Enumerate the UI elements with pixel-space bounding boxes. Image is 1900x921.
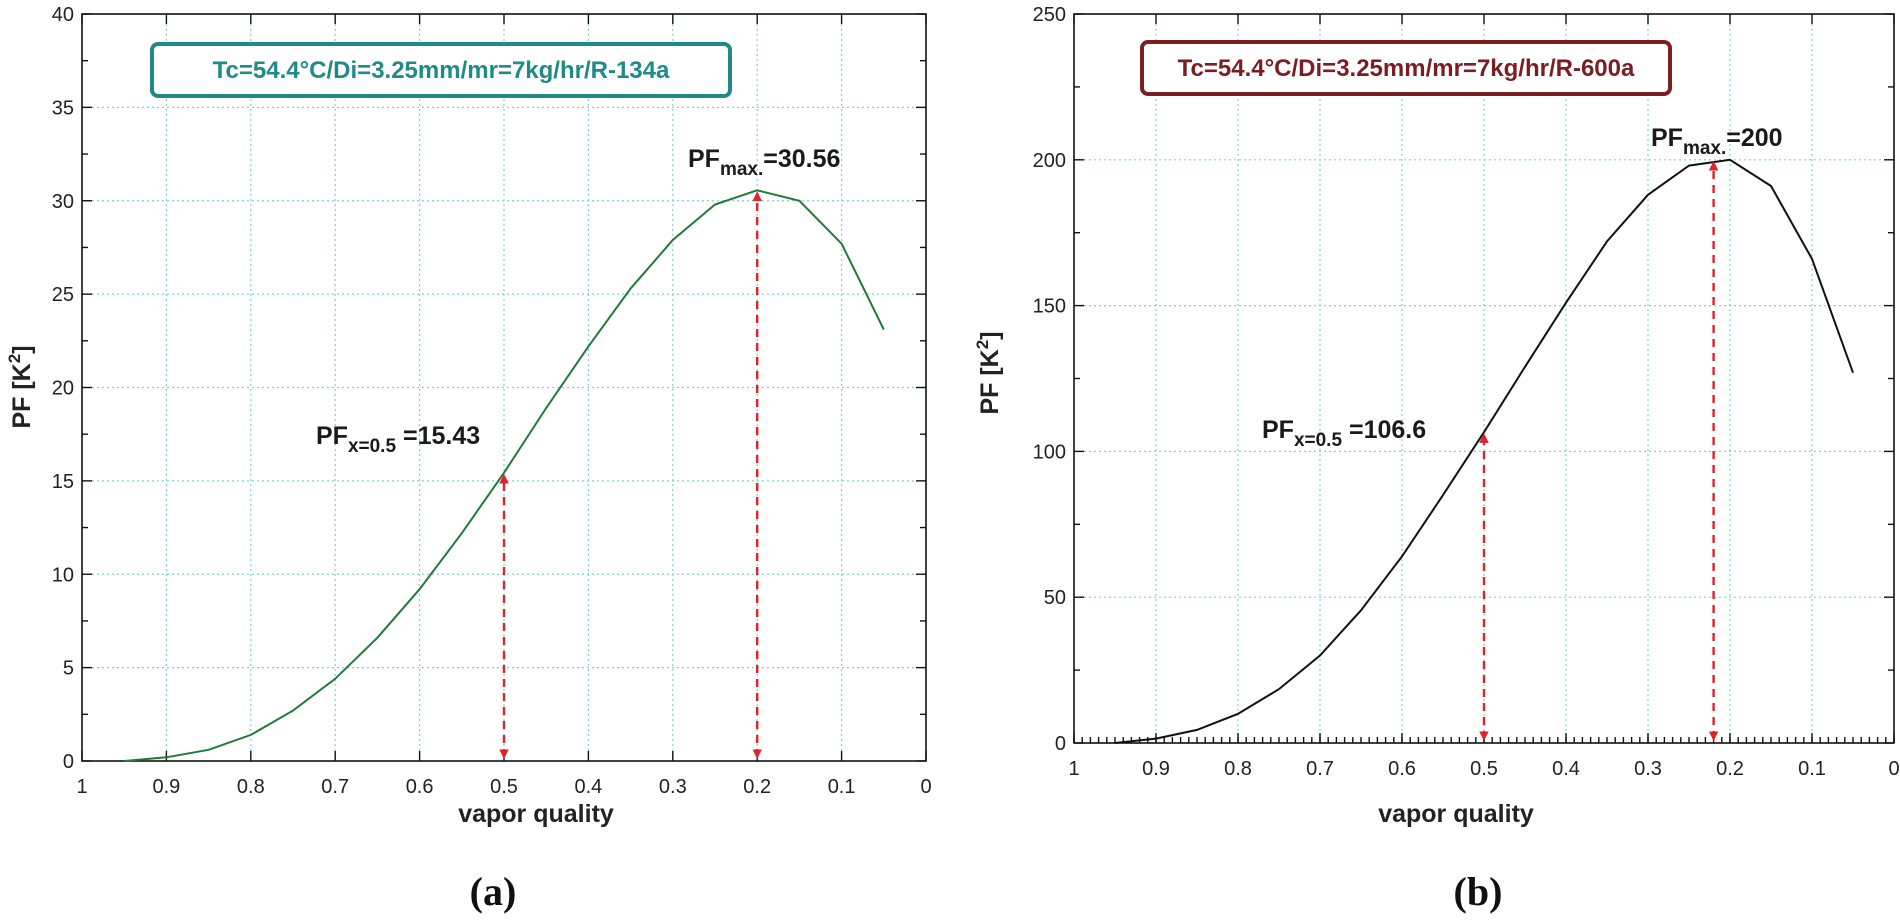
y-tick-label: 250	[1033, 4, 1066, 26]
annotation-prefix: PF	[1262, 416, 1294, 444]
x-tick-label: 0.7	[321, 776, 349, 798]
annotation-pf-half: PFx=0.5 =15.43	[316, 422, 480, 457]
y-tick-label: 0	[63, 751, 74, 773]
y-tick-label: 5	[63, 658, 74, 680]
x-tick-label: 0.7	[1306, 758, 1334, 780]
annotation-subscript: x=0.5	[348, 436, 397, 457]
y-axis-label-main: PF [K	[8, 363, 36, 428]
x-tick-label: 0.6	[406, 776, 434, 798]
x-tick-label: 0.2	[743, 776, 771, 798]
x-tick-label: 0.9	[152, 776, 180, 798]
y-tick-label: 25	[52, 284, 74, 306]
y-tick-label: 40	[52, 4, 74, 26]
annotation-pf-half: PFx=0.5 =106.6	[1262, 416, 1426, 451]
y-tick-label: 0	[1055, 733, 1066, 755]
annotation-subscript: max.	[1683, 138, 1726, 159]
title-box-b	[1140, 40, 1672, 96]
panel-label-a: (a)	[470, 869, 517, 914]
x-tick-label: 1	[76, 776, 87, 798]
x-tick-label: 0.8	[237, 776, 265, 798]
x-tick-label: 0.4	[574, 776, 602, 798]
y-tick-label: 35	[52, 97, 74, 119]
x-tick-label: 0	[1888, 758, 1899, 780]
x-tick-label: 0.5	[1470, 758, 1498, 780]
x-axis-label: vapor quality	[1378, 800, 1534, 828]
y-tick-label: 200	[1033, 150, 1066, 172]
x-tick-label: 0.1	[828, 776, 856, 798]
y-tick-label: 50	[1044, 587, 1066, 609]
grid-lines-a	[82, 14, 926, 761]
y-axis-label-sup: 2	[973, 340, 992, 349]
y-tick-label: 150	[1033, 296, 1066, 318]
annotation-prefix: PF	[316, 422, 348, 450]
y-tick-label: 30	[52, 191, 74, 213]
annotation-value: =30.56	[763, 145, 840, 173]
grid-lines-b	[1074, 14, 1894, 743]
annotation-subscript: x=0.5	[1294, 430, 1343, 451]
x-tick-label: 0.1	[1798, 758, 1826, 780]
x-tick-label: 0.5	[490, 776, 518, 798]
y-axis-label: PF [K2]	[5, 345, 36, 428]
y-axis-label: PF [K2]	[973, 331, 1004, 414]
x-tick-label: 0.8	[1224, 758, 1252, 780]
title-box-text: Tc=54.4°C/Di=3.25mm/mr=7kg/hr/R-134a	[213, 57, 670, 84]
y-tick-label: 100	[1033, 441, 1066, 463]
y-axis-label-close: ]	[8, 345, 36, 353]
x-axis-label: vapor quality	[458, 800, 614, 828]
series-line-R-600a	[1114, 158, 1854, 744]
y-tick-label: 20	[52, 378, 74, 400]
annotation-pf-max: PFmax.=30.56	[688, 145, 840, 180]
x-tick-label: 0.6	[1388, 758, 1416, 780]
x-tick-label: 0.4	[1552, 758, 1580, 780]
x-tick-label: 0.9	[1142, 758, 1170, 780]
title-box-a	[150, 42, 732, 98]
y-axis-label-main: PF [K	[976, 349, 1004, 414]
chart-panel-b: 1 0.9 0.8 0.7 0.6 0.5 0.4 0.3 0.2 0.1 0 0 50 100 150 20…	[973, 4, 1900, 914]
annotation-value: =106.6	[1342, 416, 1426, 444]
y-tick-label: 10	[52, 564, 74, 586]
x-tick-label: 0.3	[1634, 758, 1662, 780]
x-tick-label: 0	[920, 776, 931, 798]
annotation-value: =200	[1726, 124, 1782, 152]
x-tick-label: 1	[1068, 758, 1079, 780]
y-axis-label-sup: 2	[5, 354, 24, 363]
series-line-R-134a	[124, 189, 885, 762]
x-tick-label: 0.3	[659, 776, 687, 798]
panel-label-b: (b)	[1454, 869, 1503, 914]
chart-panel-a: 1 0.9 0.8 0.7 0.6 0.5 0.4 0.3 0.2 0.1 0 0 5 10 15 20 25 3…	[5, 4, 932, 914]
annotation-prefix: PF	[1651, 124, 1683, 152]
annotation-prefix: PF	[688, 145, 720, 173]
title-box-text: Tc=54.4°C/Di=3.25mm/mr=7kg/hr/R-600a	[1178, 55, 1635, 82]
y-axis-label-close: ]	[976, 331, 1004, 339]
annotation-subscript: max.	[720, 159, 763, 180]
annotation-pf-max: PFmax.=200	[1651, 124, 1783, 159]
y-tick-label: 15	[52, 471, 74, 493]
annotation-value: =15.43	[396, 422, 480, 450]
x-tick-label: 0.2	[1716, 758, 1744, 780]
